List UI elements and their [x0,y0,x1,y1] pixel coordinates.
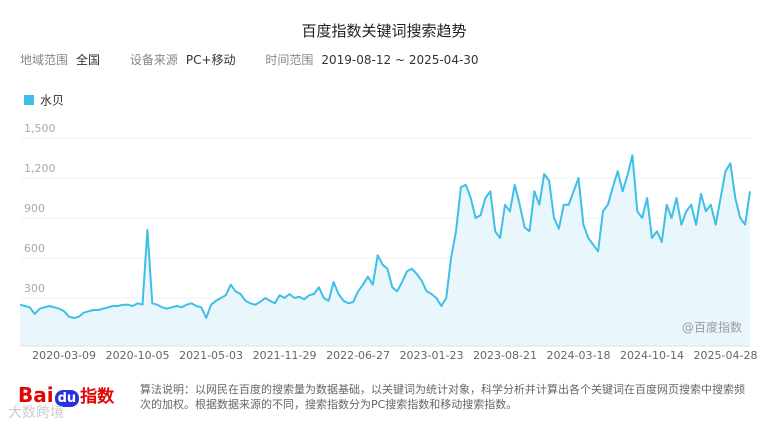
filter-value[interactable]: PC+移动 [185,53,236,67]
filter-label: 设备来源 [129,53,178,67]
page-title: 百度指数关键词搜索趋势 [301,22,467,40]
y-tick-label: 900 [24,202,45,215]
filter-value[interactable]: 2019-08-12 ~ 2025-04-30 [321,53,479,67]
logo-text: Bai [18,383,54,407]
filters: 地域范围 全国 设备来源 PC+移动 时间范围 2019-08-12 ~ 2025-0… [20,51,487,68]
x-tick-label: 2024-03-18 [547,349,611,362]
x-tick-label: 2025-04-28 [694,349,758,362]
logo-text: du [54,390,80,407]
y-tick-label: 300 [24,282,45,295]
y-tick-label: 1,500 [24,122,56,135]
y-tick-label: 1,200 [24,162,56,175]
x-tick-label: 2023-08-21 [473,349,537,362]
legend-label[interactable]: 水贝 [40,94,64,108]
x-tick-label: 2023-01-23 [400,349,464,362]
legend-swatch[interactable] [24,95,34,105]
chart-watermark: @百度指数 [682,320,742,335]
x-tick-label: 2024-10-14 [620,349,684,362]
filter-value[interactable]: 全国 [76,53,101,67]
x-tick-label: 2020-03-09 [32,349,96,362]
area-fill [20,155,750,346]
logo: Bai du 指数 [18,382,114,407]
x-tick-label: 2022-06-27 [326,349,390,362]
x-tick-label: 2021-05-03 [179,349,243,362]
filter-label: 时间范围 [265,53,314,67]
logo-text: 指数 [80,387,115,407]
y-tick-label: 600 [24,242,45,255]
algorithm-note: 算法说明：以网民在百度的搜索量为数据基础，以关键词为统计对象，科学分析并计算出各… [140,383,745,411]
filter-label: 地域范围 [20,53,69,67]
x-tick-label: 2021-11-29 [253,349,317,362]
source-watermark: 大数跨境 [8,405,64,421]
series-line [19,154,751,319]
x-tick-label: 2020-10-05 [106,349,170,362]
